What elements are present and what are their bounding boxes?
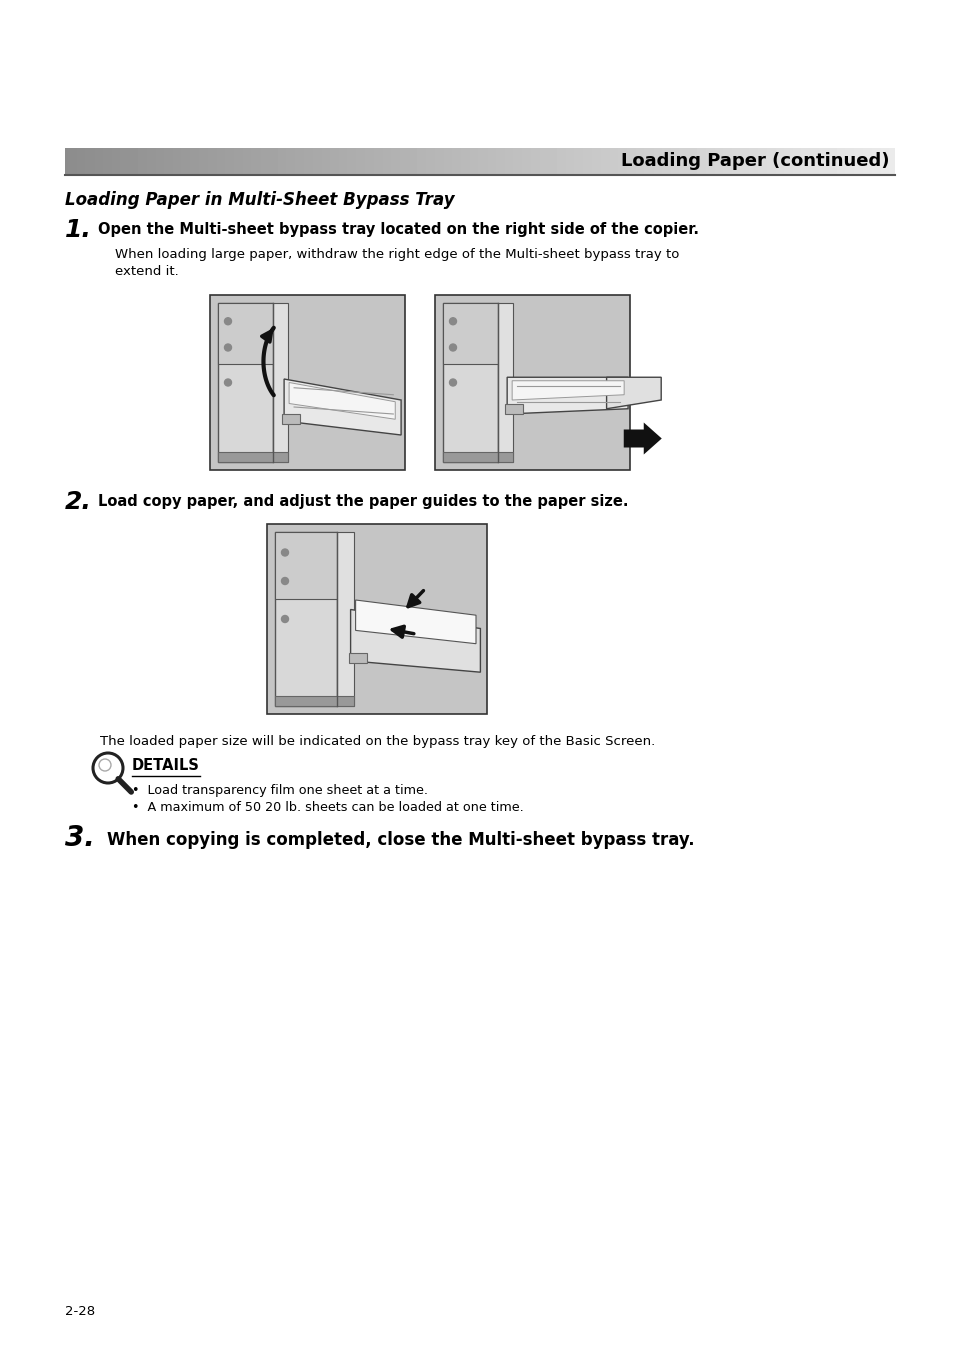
- Polygon shape: [355, 600, 476, 643]
- Circle shape: [281, 549, 288, 557]
- Circle shape: [449, 317, 456, 324]
- FancyBboxPatch shape: [442, 303, 497, 365]
- Text: 1.: 1.: [65, 218, 91, 242]
- FancyBboxPatch shape: [218, 453, 288, 462]
- Text: The loaded paper size will be indicated on the bypass tray key of the Basic Scre: The loaded paper size will be indicated …: [100, 735, 655, 748]
- FancyBboxPatch shape: [282, 413, 300, 424]
- Text: 3.: 3.: [65, 824, 94, 852]
- Text: •  Load transparency film one sheet at a time.: • Load transparency film one sheet at a …: [132, 784, 428, 797]
- Polygon shape: [623, 423, 661, 454]
- FancyBboxPatch shape: [267, 524, 486, 713]
- Text: Loading Paper in Multi-Sheet Bypass Tray: Loading Paper in Multi-Sheet Bypass Tray: [65, 190, 455, 209]
- FancyBboxPatch shape: [442, 453, 513, 462]
- Text: Open the Multi-sheet bypass tray located on the right side of the copier.: Open the Multi-sheet bypass tray located…: [98, 222, 699, 236]
- Circle shape: [224, 317, 232, 324]
- FancyBboxPatch shape: [218, 303, 273, 365]
- Text: When loading large paper, withdraw the right edge of the Multi-sheet bypass tray: When loading large paper, withdraw the r…: [115, 249, 679, 261]
- Polygon shape: [606, 377, 660, 409]
- Text: Loading Paper (continued): Loading Paper (continued): [620, 153, 889, 170]
- FancyBboxPatch shape: [218, 303, 273, 462]
- FancyBboxPatch shape: [274, 532, 336, 598]
- Polygon shape: [512, 381, 623, 400]
- Polygon shape: [507, 377, 627, 413]
- Text: •  A maximum of 50 20 lb. sheets can be loaded at one time.: • A maximum of 50 20 lb. sheets can be l…: [132, 801, 523, 815]
- Circle shape: [449, 380, 456, 386]
- Text: Load copy paper, and adjust the paper guides to the paper size.: Load copy paper, and adjust the paper gu…: [98, 494, 628, 509]
- FancyBboxPatch shape: [505, 404, 522, 413]
- Circle shape: [224, 380, 232, 386]
- Text: 2-28: 2-28: [65, 1305, 95, 1319]
- Text: When copying is completed, close the Multi-sheet bypass tray.: When copying is completed, close the Mul…: [107, 831, 694, 848]
- FancyBboxPatch shape: [435, 295, 629, 470]
- Text: DETAILS: DETAILS: [132, 758, 200, 773]
- Circle shape: [281, 577, 288, 585]
- Polygon shape: [351, 609, 480, 673]
- FancyBboxPatch shape: [274, 696, 354, 707]
- FancyBboxPatch shape: [210, 295, 405, 470]
- Polygon shape: [284, 380, 400, 435]
- FancyBboxPatch shape: [273, 303, 288, 462]
- Text: extend it.: extend it.: [115, 265, 178, 278]
- Text: 2.: 2.: [65, 490, 91, 513]
- Polygon shape: [289, 382, 395, 419]
- FancyBboxPatch shape: [348, 653, 366, 663]
- FancyBboxPatch shape: [336, 532, 354, 707]
- FancyBboxPatch shape: [497, 303, 513, 462]
- Circle shape: [281, 616, 288, 623]
- Circle shape: [449, 345, 456, 351]
- FancyBboxPatch shape: [274, 532, 336, 707]
- FancyBboxPatch shape: [442, 303, 497, 462]
- Circle shape: [224, 345, 232, 351]
